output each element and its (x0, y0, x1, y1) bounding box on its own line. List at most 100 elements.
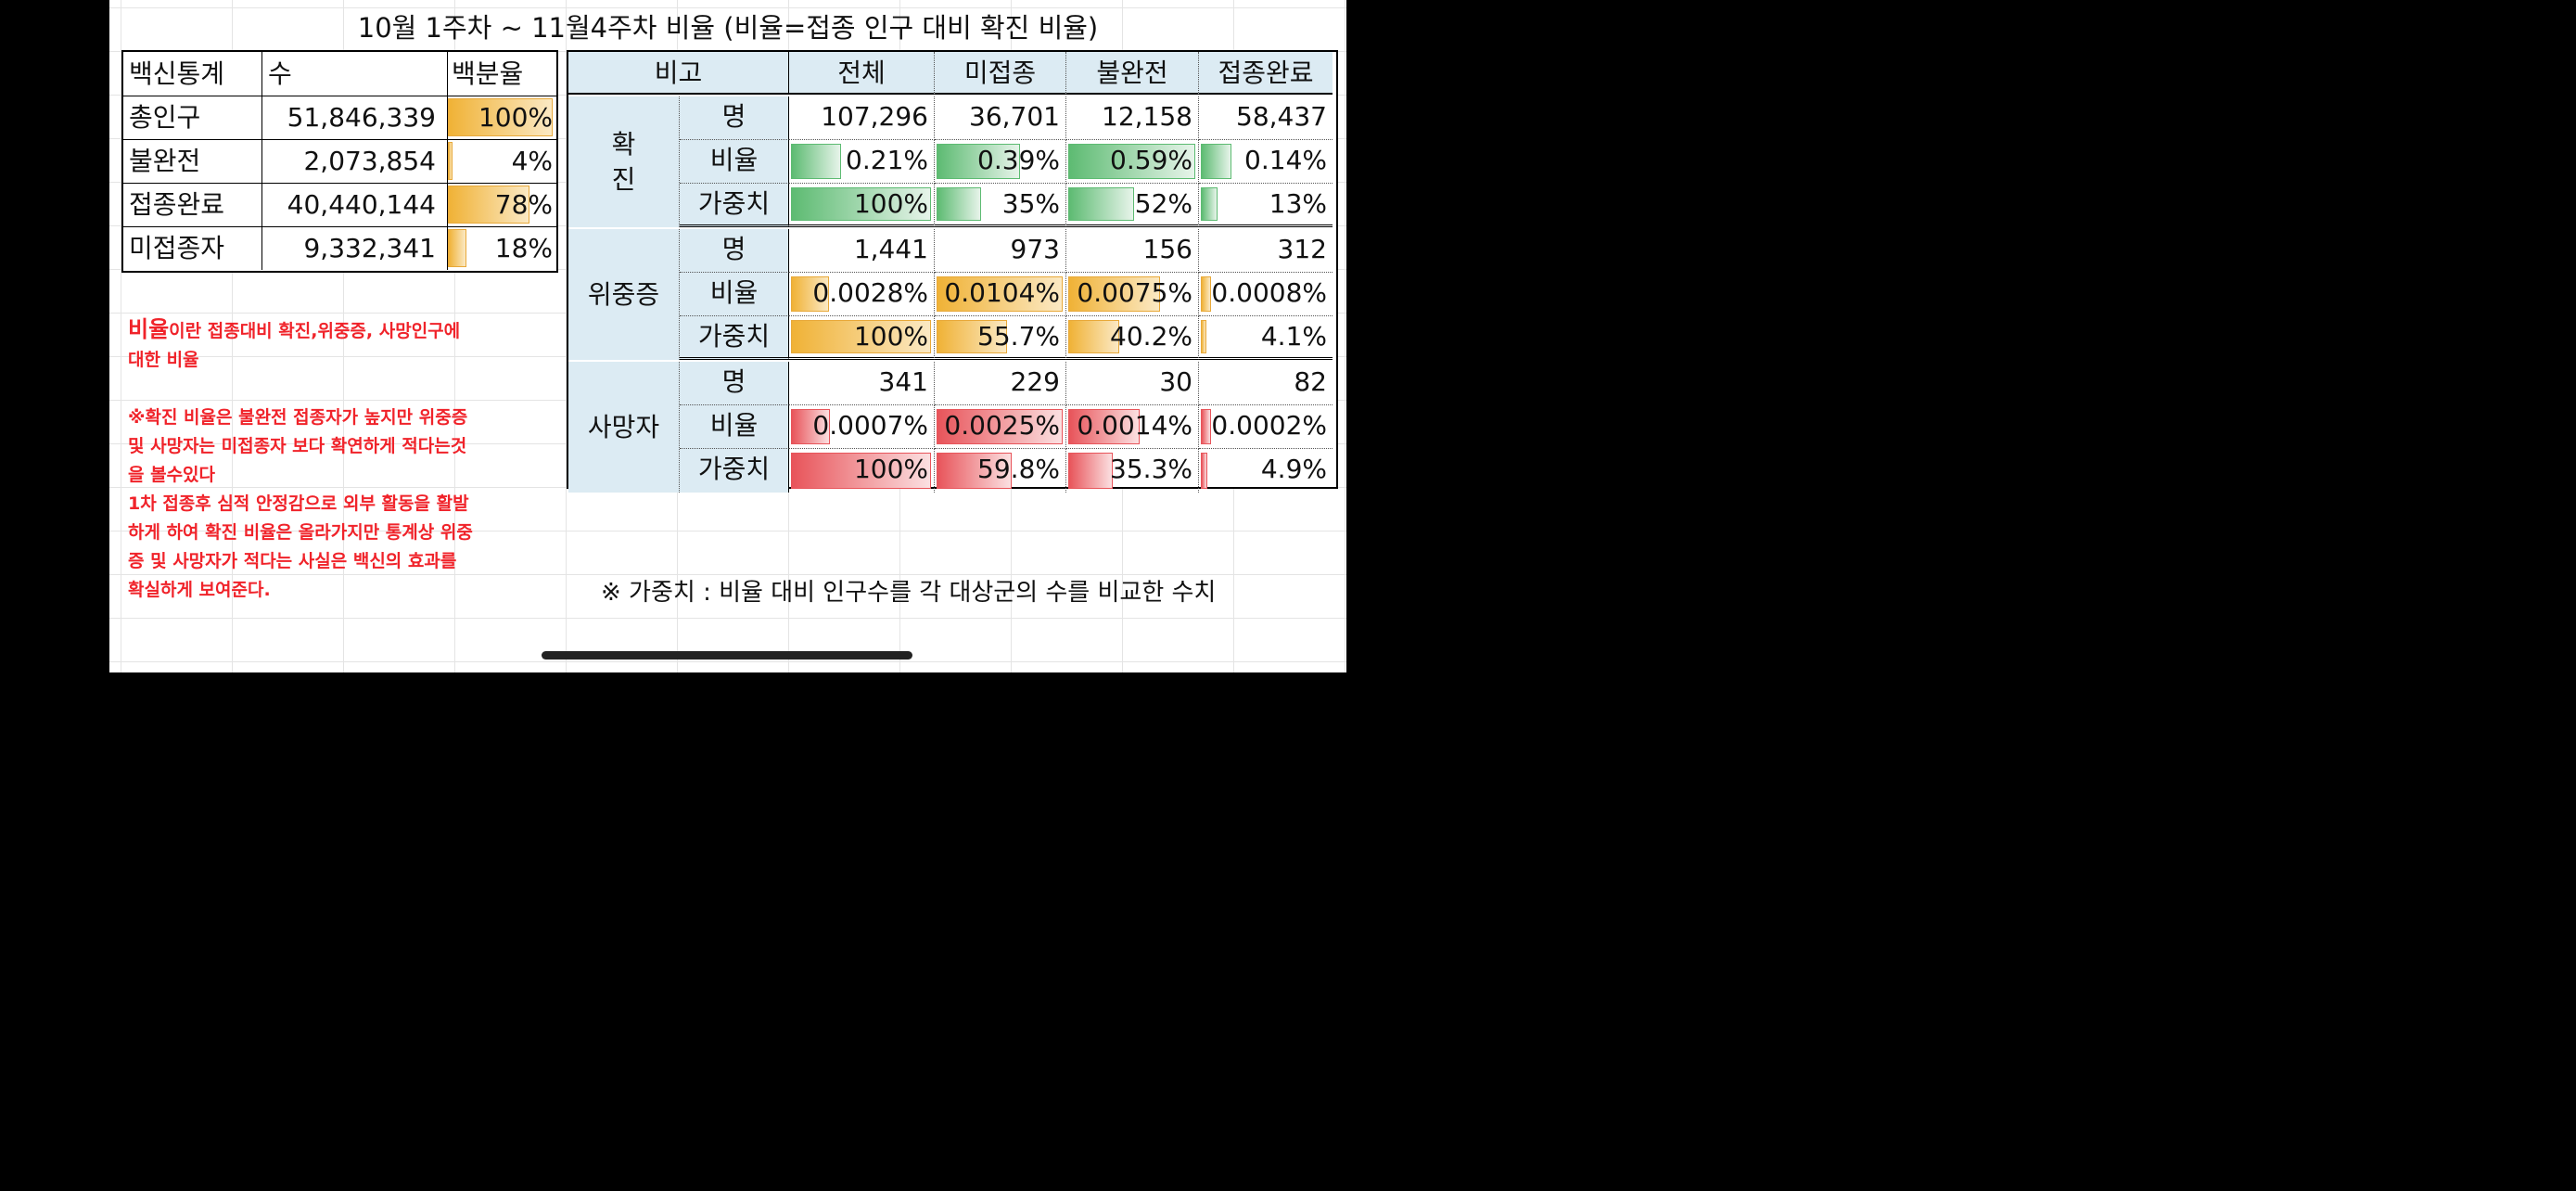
cell-value: 341 (878, 366, 928, 397)
row-percent: 4% (448, 139, 556, 183)
percent-value: 4% (511, 146, 553, 176)
data-cell: 0.0014% (1066, 405, 1199, 449)
databar (1201, 276, 1212, 312)
cell-value: 0.39% (977, 145, 1060, 175)
home-indicator[interactable] (542, 651, 912, 660)
cell-value: 4.1% (1260, 321, 1327, 352)
data-cell: 100% (789, 449, 935, 493)
cell-value: 100% (853, 188, 928, 219)
cell-value: 229 (1010, 366, 1060, 397)
data-cell: 156 (1066, 229, 1199, 273)
group-label-line: 확 (611, 128, 636, 160)
data-cell: 82 (1199, 362, 1333, 405)
sub-label: 명 (680, 362, 789, 405)
row-label: 접종완료 (123, 183, 262, 226)
percent-databar (448, 186, 530, 224)
data-cell: 0.0002% (1199, 405, 1333, 449)
cell-value: 0.0002% (1211, 410, 1327, 441)
cell-value: 100% (853, 321, 928, 352)
row-percent: 18% (448, 226, 556, 270)
cell-value: 0.0014% (1077, 410, 1192, 441)
databar (791, 187, 931, 221)
notes-line: 을 볼수있다 (128, 465, 216, 485)
data-cell: 30 (1066, 362, 1199, 405)
data-cell: 55.7% (935, 316, 1066, 360)
sub-label: 비율 (680, 140, 789, 184)
cell-value: 0.0028% (812, 277, 928, 308)
data-cell: 12,158 (1066, 96, 1199, 140)
data-cell: 58,437 (1199, 96, 1333, 140)
row-label: 총인구 (123, 96, 262, 139)
row-count: 51,846,339 (262, 96, 448, 139)
notes-line: 하게 하여 확진 비율은 올라가지만 통계상 위중 (128, 522, 473, 543)
percent-value: 100% (478, 102, 553, 133)
databar (791, 409, 831, 444)
row-percent: 100% (448, 96, 556, 139)
cell-value: 0.14% (1244, 145, 1327, 175)
data-cell: 0.59% (1066, 140, 1199, 184)
data-cell: 0.0025% (935, 405, 1066, 449)
cell-value: 107,296 (821, 101, 928, 132)
databar (1201, 187, 1218, 221)
data-cell: 0.0008% (1199, 273, 1333, 316)
data-cell: 0.0007% (789, 405, 935, 449)
data-cell: 229 (935, 362, 1066, 405)
cell-value: 82 (1294, 366, 1327, 397)
percent-value: 78% (494, 189, 553, 220)
notes-line: 및 사망자는 미접종자 보다 확연하게 적다는것 (128, 436, 467, 456)
cell-value: 0.0104% (944, 277, 1060, 308)
notes-text: 비율이란 접종대비 확진,위중증, 사망인구에 대한 비율 ※확진 비율은 불완… (128, 315, 555, 605)
spreadsheet-view: 10월 1주차 ~ 11월4주차 비율 (비율=접종 인구 대비 확진 비율) … (109, 0, 1346, 672)
databar (1201, 320, 1206, 353)
percent-databar (448, 229, 467, 267)
data-cell: 0.0028% (789, 273, 935, 316)
cell-value: 100% (853, 454, 928, 484)
data-cell: 341 (789, 362, 935, 405)
databar (791, 320, 931, 353)
group-label-line: 위중증 (587, 278, 660, 310)
row-percent: 78% (448, 183, 556, 226)
row-count: 9,332,341 (262, 226, 448, 270)
cell-value: 0.0007% (812, 410, 928, 441)
cell-value: 312 (1277, 234, 1327, 264)
notes-paragraph: ※확진 비율은 불완전 접종자가 높지만 위중증 및 사망자는 미접종자 보다 확… (128, 403, 555, 605)
notes-line: 증 및 사망자가 적다는 사실은 백신의 효과를 (128, 551, 457, 571)
group-label: 사망자 (568, 362, 680, 493)
databar (1068, 320, 1120, 353)
cell-value: 55.7% (977, 321, 1060, 352)
data-cell: 100% (789, 184, 935, 227)
data-cell: 36,701 (935, 96, 1066, 140)
data-cell: 312 (1199, 229, 1333, 273)
databar (1068, 276, 1160, 312)
cell-value: 0.0075% (1077, 277, 1192, 308)
data-cell: 35.3% (1066, 449, 1199, 493)
cell-value: 0.59% (1110, 145, 1192, 175)
cell-value: 35% (1001, 188, 1060, 219)
notes-line: 1차 접종후 심적 안정감으로 외부 활동을 활발 (128, 493, 469, 514)
data-cell: 0.14% (1199, 140, 1333, 184)
comparison-table: 비고 전체 미접종 불완전 접종완료 확 진 명 107,296 36,701 12,158 58,4… (567, 50, 1338, 493)
cell-value: 1,441 (853, 234, 928, 264)
notes-line1: 이란 접종대비 확진,위중증, 사망인구에 (169, 321, 461, 341)
databar (937, 276, 1063, 312)
databar (1201, 453, 1207, 489)
group-label-line: 사망자 (587, 411, 660, 442)
header-cell: 비고 (568, 52, 789, 95)
databar (1068, 453, 1114, 489)
data-cell: 4.1% (1199, 316, 1333, 360)
page-title: 10월 1주차 ~ 11월4주차 비율 (비율=접종 인구 대비 확진 비율) (357, 12, 1099, 44)
percent-databar (448, 142, 453, 180)
data-cell: 0.0075% (1066, 273, 1199, 316)
data-cell: 100% (789, 316, 935, 360)
percent-databar (448, 98, 553, 136)
sub-label: 가중치 (680, 449, 789, 493)
sub-label: 비율 (680, 405, 789, 449)
cell-value: 0.21% (846, 145, 928, 175)
percent-value: 18% (494, 233, 553, 263)
databar (937, 187, 981, 221)
cell-value: 13% (1269, 188, 1327, 219)
group-label: 위중증 (568, 229, 680, 360)
footnote: ※ 가중치 : 비율 대비 인구수를 각 대상군의 수를 비교한 수치 (601, 579, 1217, 607)
notes-line: 확실하게 보여준다. (128, 580, 271, 600)
